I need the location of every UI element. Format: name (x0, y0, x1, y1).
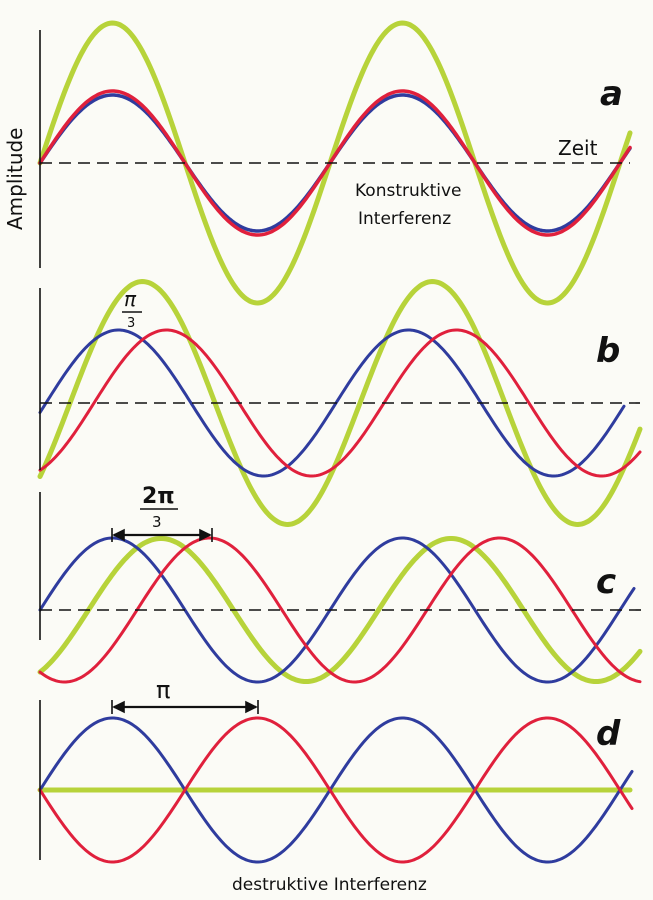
arrow-heads (111, 700, 259, 714)
wave (37, 536, 643, 684)
panel-label: a (600, 74, 623, 114)
wave (37, 278, 643, 528)
wave (38, 89, 632, 237)
wave (38, 328, 642, 478)
phase-numerator: π (124, 287, 137, 311)
phase-numerator: 2π (142, 484, 175, 509)
caption: Interferenz (358, 209, 451, 229)
waves (37, 20, 643, 864)
arrow-heads (111, 528, 213, 542)
wave (38, 716, 634, 864)
phase-denominator: 3 (127, 316, 135, 331)
wave (38, 536, 642, 684)
wave (38, 328, 626, 478)
panel-label: c (596, 562, 616, 602)
phase-numerator: π (156, 676, 170, 704)
caption: Konstruktive (355, 181, 462, 201)
wave (37, 20, 633, 306)
caption: destruktive Interferenz (232, 875, 427, 895)
phase-denominator: 3 (152, 513, 162, 531)
wave (38, 536, 636, 684)
time-label: Zeit (558, 136, 598, 160)
y-axis-label: Amplitude (3, 128, 27, 231)
panel-label: b (596, 331, 620, 371)
panel-label: d (596, 714, 621, 754)
wave (38, 716, 634, 864)
